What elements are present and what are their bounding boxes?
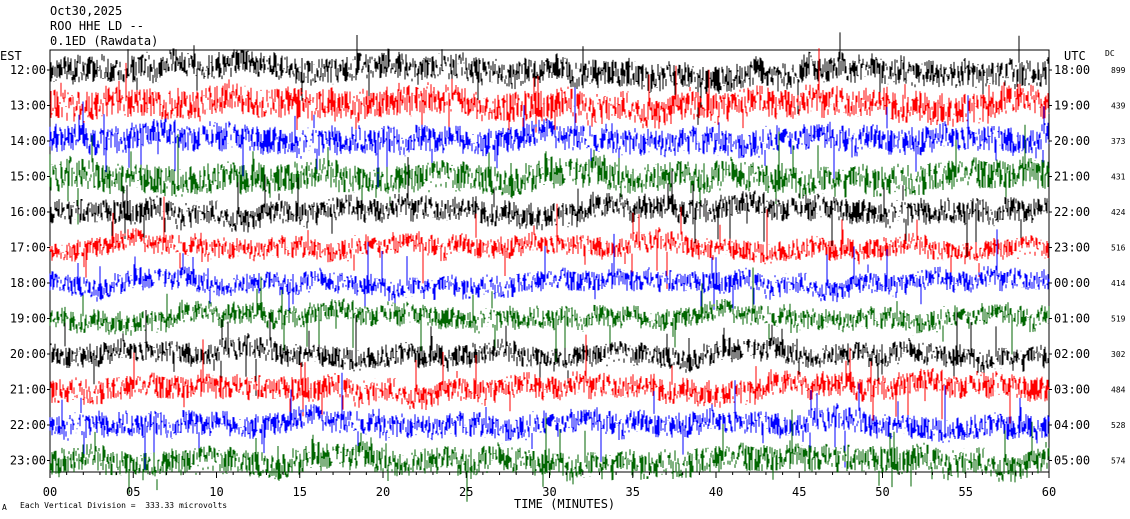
- header-date: Oct30,2025: [50, 4, 123, 18]
- est-hour-label: 20:00: [10, 347, 46, 361]
- utc-hour-label: 21:00: [1054, 170, 1090, 184]
- trace-row-7: [49, 229, 1050, 322]
- footer-mark: A: [2, 503, 7, 512]
- x-tick-label: 25: [459, 485, 473, 499]
- dc-header: DC: [1105, 49, 1115, 58]
- right-zone-label: UTC: [1064, 49, 1086, 63]
- x-tick-label: 00: [43, 485, 57, 499]
- header-station: ROO HHE LD --: [50, 19, 144, 33]
- est-hour-label: 14:00: [10, 134, 46, 148]
- x-tick-label: 55: [959, 485, 973, 499]
- x-tick-label: 40: [709, 485, 723, 499]
- utc-hour-label: 01:00: [1054, 312, 1090, 326]
- est-hour-label: 21:00: [10, 383, 46, 397]
- left-zone-label: EST: [0, 49, 22, 63]
- trace-row-5: [49, 157, 1050, 257]
- trace-row-6: [49, 196, 1050, 290]
- dc-value: 424: [1111, 208, 1126, 217]
- x-tick-label: 45: [792, 485, 806, 499]
- utc-hour-label: 23:00: [1054, 241, 1090, 255]
- dc-value: 899: [1111, 66, 1126, 75]
- dc-value: 516: [1111, 244, 1126, 253]
- utc-hour-label: 04:00: [1054, 418, 1090, 432]
- trace-row-2: [49, 48, 1050, 140]
- trace-row-8: [49, 267, 1050, 362]
- est-hour-label: 16:00: [10, 205, 46, 219]
- utc-hour-label: 20:00: [1054, 134, 1090, 148]
- utc-hour-label: 05:00: [1054, 454, 1090, 468]
- trace-row-12: [49, 409, 1050, 502]
- dc-value: 373: [1111, 137, 1126, 146]
- x-tick-label: 60: [1042, 485, 1056, 499]
- est-hour-label: 18:00: [10, 276, 46, 290]
- x-tick-label: 50: [875, 485, 889, 499]
- trace-row-3: [49, 87, 1050, 188]
- header-filter: 0.1ED (Rawdata): [50, 34, 159, 48]
- est-hour-label: 23:00: [10, 454, 46, 468]
- dc-value: 431: [1111, 173, 1126, 182]
- est-hour-label: 12:00: [10, 63, 46, 77]
- trace-row-1: [49, 32, 1050, 125]
- x-tick-label: 35: [626, 485, 640, 499]
- x-tick-label: 10: [209, 485, 223, 499]
- utc-hour-label: 02:00: [1054, 347, 1090, 361]
- est-hour-label: 22:00: [10, 418, 46, 432]
- trace-row-11: [49, 372, 1050, 470]
- dc-value: 302: [1111, 350, 1126, 359]
- dc-value: 484: [1111, 386, 1126, 395]
- utc-hour-label: 18:00: [1054, 63, 1090, 77]
- x-tick-label: 20: [376, 485, 390, 499]
- trace-row-10: [49, 334, 1050, 424]
- x-axis-label: TIME (MINUTES): [514, 497, 616, 511]
- utc-hour-label: 22:00: [1054, 205, 1090, 219]
- dc-value: 528: [1111, 421, 1126, 430]
- dc-value: 414: [1111, 279, 1126, 288]
- dc-value: 519: [1111, 315, 1126, 324]
- utc-hour-label: 19:00: [1054, 99, 1090, 113]
- x-tick-label: 05: [126, 485, 140, 499]
- est-hour-label: 13:00: [10, 99, 46, 113]
- est-hour-label: 19:00: [10, 312, 46, 326]
- x-tick-label: 15: [293, 485, 307, 499]
- x-tick-label: 30: [542, 485, 556, 499]
- utc-hour-label: 00:00: [1054, 276, 1090, 290]
- est-hour-label: 17:00: [10, 241, 46, 255]
- trace-row-9: [49, 310, 1050, 397]
- utc-hour-label: 03:00: [1054, 383, 1090, 397]
- footer-scale-note: Each Vertical Division = 333.33 microvol…: [20, 501, 228, 510]
- dc-value: 439: [1111, 102, 1126, 111]
- dc-value: 574: [1111, 457, 1126, 466]
- est-hour-label: 15:00: [10, 170, 46, 184]
